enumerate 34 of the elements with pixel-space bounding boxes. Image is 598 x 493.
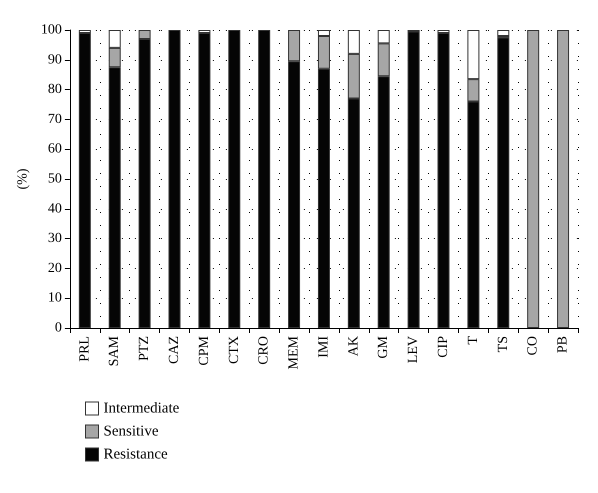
- x-tick-label: CPM: [196, 335, 212, 366]
- y-tick-label: 100: [40, 22, 62, 38]
- y-tick-label: 0: [54, 320, 62, 336]
- y-tick-label: 50: [48, 172, 62, 186]
- x-tick-label: IMI: [316, 336, 332, 358]
- y-tick-label: 90: [48, 52, 62, 68]
- y-tick-label: 60: [48, 142, 62, 157]
- x-tick-label: CO: [526, 336, 541, 356]
- x-tick-label: LEV: [406, 336, 422, 364]
- y-tick-label: 30: [48, 231, 62, 246]
- y-axis-title: (%): [16, 168, 30, 190]
- x-tick-label: PB: [556, 336, 571, 354]
- x-tick-label: MEM: [286, 335, 302, 370]
- x-tick-label: T: [466, 336, 481, 345]
- x-tick-label: GM: [376, 335, 392, 359]
- x-tick-label: CTX: [226, 336, 242, 364]
- x-tick-label: TS: [496, 336, 511, 352]
- y-tick-label: 40: [48, 201, 62, 216]
- x-tick-label: PTZ: [137, 336, 152, 361]
- y-tick-label: 70: [48, 112, 62, 127]
- y-tick-label: 10: [48, 290, 62, 306]
- legend-label: Resistance: [104, 446, 168, 462]
- x-tick-label: PRL: [77, 336, 92, 362]
- x-tick-label: SAM: [107, 335, 122, 366]
- x-tick-label: CRO: [256, 336, 272, 365]
- x-tick-label: CIP: [436, 336, 452, 358]
- bar: [527, 30, 540, 328]
- x-tick-label: CAZ: [167, 336, 182, 364]
- y-tick-label: 80: [48, 82, 62, 98]
- legend-label: Intermediate: [104, 400, 180, 416]
- x-tick-label: AK: [346, 336, 362, 356]
- legend-label: Sensitive: [104, 424, 159, 440]
- y-tick-label: 20: [48, 260, 62, 276]
- bar: [557, 30, 570, 328]
